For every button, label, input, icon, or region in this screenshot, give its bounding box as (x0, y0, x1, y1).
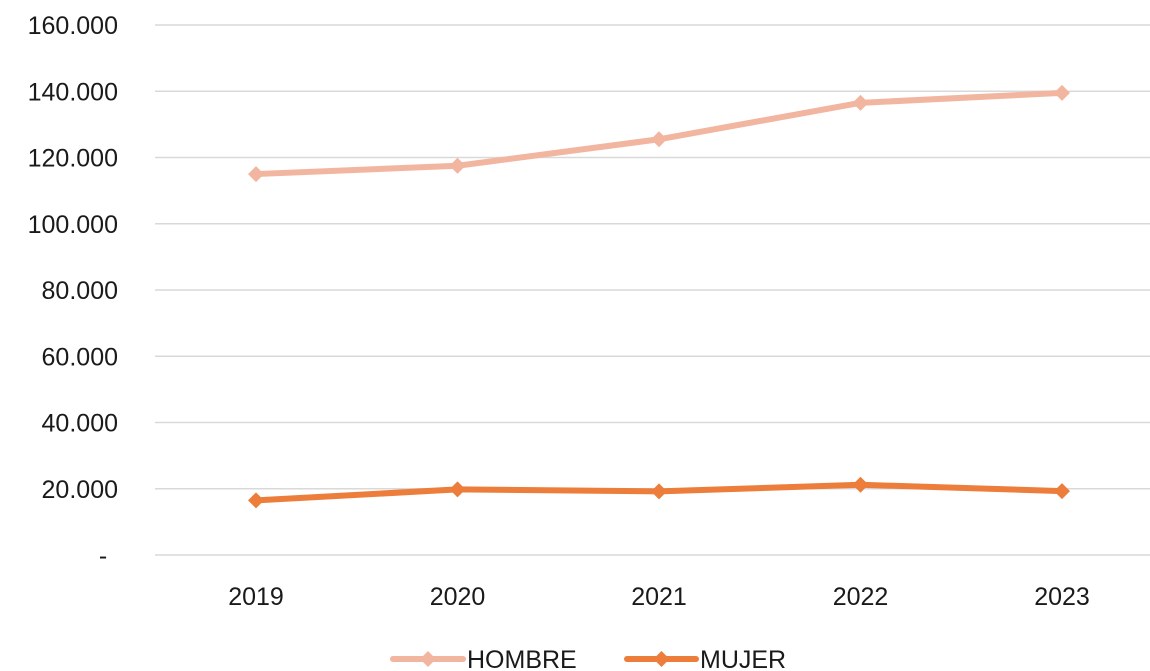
data-point-marker (651, 131, 667, 148)
y-tick-label: 160.000 (28, 12, 118, 40)
legend-marker (653, 651, 670, 667)
series-hombre (248, 84, 1070, 183)
y-tick-label: 100.000 (28, 211, 118, 239)
legend-marker (420, 651, 436, 667)
legend-label: HOMBRE (467, 646, 577, 671)
legend: HOMBRE MUJER (390, 646, 786, 671)
data-point-marker (852, 94, 869, 111)
series-mujer (248, 476, 1070, 509)
x-tick-label: 2022 (833, 583, 889, 611)
data-point-marker (248, 492, 264, 509)
gridlines (155, 24, 1150, 556)
legend-item-hombre: HOMBRE (390, 646, 577, 671)
legend-label: MUJER (700, 646, 786, 671)
x-tick-label: 2021 (631, 583, 687, 611)
series-lines (248, 84, 1070, 509)
data-point-marker (852, 476, 869, 493)
legend-item-mujer: MUJER (624, 646, 786, 671)
y-tick-label: 80.000 (42, 277, 118, 305)
x-axis-tick-labels: 2019 2020 2021 2022 2023 (228, 583, 1090, 611)
x-tick-label: 2020 (430, 583, 486, 611)
data-point-marker (449, 481, 466, 498)
y-tick-label: 20.000 (42, 476, 118, 504)
y-tick-label: 60.000 (42, 343, 118, 371)
y-tick-label: 40.000 (42, 410, 118, 438)
y-tick-label: 140.000 (28, 78, 118, 106)
x-tick-label: 2023 (1034, 583, 1090, 611)
x-tick-label: 2019 (228, 583, 284, 611)
y-tick-label: 120.000 (28, 145, 118, 173)
data-point-marker (1054, 84, 1070, 101)
data-point-marker (248, 166, 264, 183)
y-axis-tick-labels: - 20.000 40.000 60.000 80.000 100.000 120.000 1… (28, 12, 118, 570)
data-point-marker (651, 483, 667, 500)
data-point-marker (449, 157, 466, 174)
data-point-marker (1054, 483, 1070, 500)
y-tick-label: - (99, 542, 107, 570)
